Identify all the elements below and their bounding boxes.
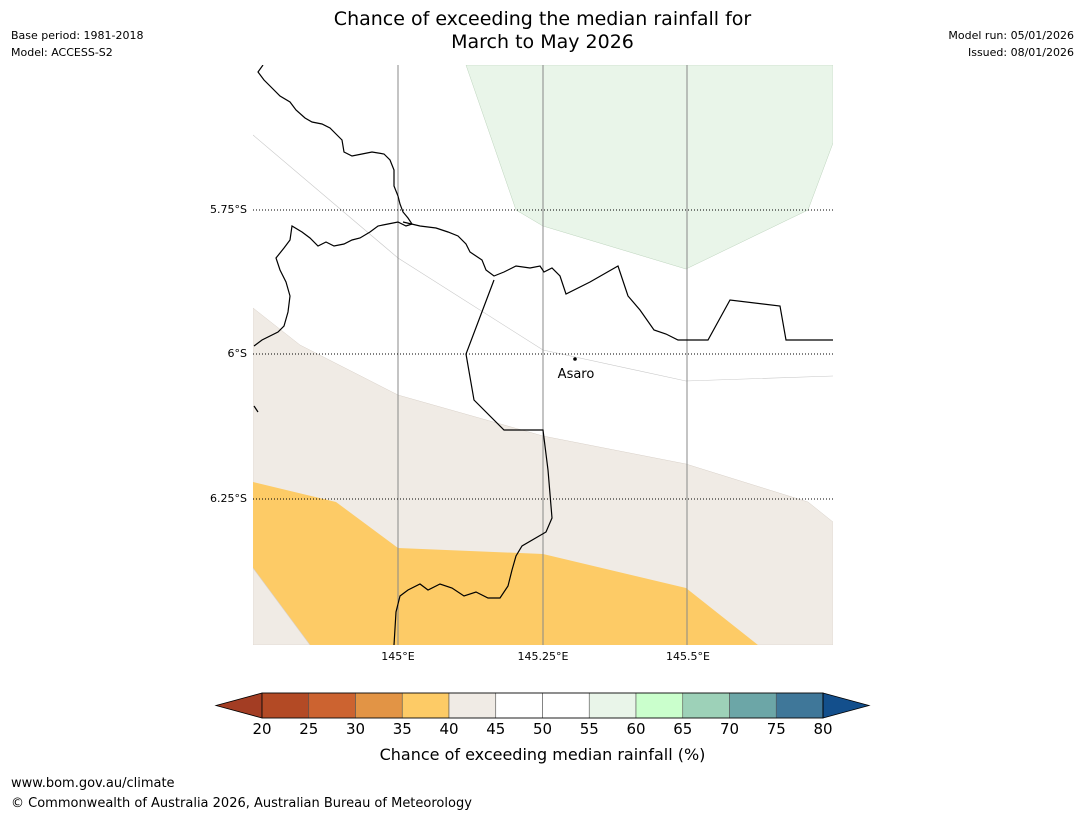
map-area: Asaro (253, 65, 833, 645)
lon-label-145-25: 145.25°E (517, 650, 569, 663)
town-marker-asaro (573, 357, 577, 361)
lon-label-145-5: 145.5°E (666, 650, 710, 663)
colorbar-tick-45: 45 (486, 720, 506, 738)
meta-left: Base period: 1981-2018 Model: ACCESS-S2 (11, 27, 143, 61)
colorbar-tick-60: 60 (626, 720, 646, 738)
town-label-asaro: Asaro (558, 367, 595, 382)
colorbar-tick-70: 70 (719, 720, 740, 738)
chart-title: Chance of exceeding the median rainfall … (0, 8, 1085, 54)
district-boundary (402, 221, 833, 341)
colorbar-outline (261, 692, 824, 719)
lat-label-5-75: 5.75°S (210, 203, 247, 216)
lat-label-6: 6°S (227, 347, 247, 360)
boundary-fragment (253, 405, 259, 413)
colorbar-tick-40: 40 (439, 720, 459, 738)
footer-url[interactable]: www.bom.gov.au/climate (11, 776, 175, 791)
colorbar-segment-65-70 (682, 692, 730, 719)
colorbar (214, 692, 871, 719)
colorbar-tick-25: 25 (299, 720, 319, 738)
region-35-40 (253, 482, 758, 645)
colorbar-segment-45-50 (495, 692, 543, 719)
colorbar-segment-60-65 (635, 692, 684, 719)
colorbar-tick-35: 35 (392, 720, 412, 738)
lon-label-145: 145°E (381, 650, 415, 663)
colorbar-tick-65: 65 (673, 720, 693, 738)
colorbar-segment-55-60 (588, 692, 637, 719)
colorbar-tick-75: 75 (766, 720, 786, 738)
base-period: Base period: 1981-2018 (11, 29, 144, 42)
colorbar-segment-75-80 (775, 692, 824, 719)
title-line-2: March to May 2026 (451, 31, 634, 53)
colorbar-tick-55: 55 (579, 720, 599, 738)
colorbar-segment-50-55 (542, 692, 590, 719)
title-line-1: Chance of exceeding the median rainfall … (333, 8, 752, 30)
footer-copyright: © Commonwealth of Australia 2026, Austra… (11, 796, 472, 811)
colorbar-title: Chance of exceeding median rainfall (%) (379, 745, 706, 764)
lat-label-6-25: 6.25°S (210, 492, 247, 505)
colorbar-segment-30-35 (355, 692, 403, 719)
colorbar-tick-20: 20 (252, 720, 272, 738)
colorbar-extend-high (822, 692, 871, 719)
colorbar-segment-40-45 (448, 692, 497, 719)
colorbar-segment-70-75 (729, 692, 777, 719)
contour-line-lower (253, 567, 311, 645)
colorbar-segment-35-40 (401, 692, 450, 719)
colorbar-tick-30: 30 (345, 720, 366, 738)
colorbar-segment-20-25 (261, 692, 310, 719)
issued-date: Issued: 08/01/2026 (967, 46, 1074, 59)
colorbar-tick-50: 50 (532, 720, 553, 738)
model-name: Model: ACCESS-S2 (11, 46, 113, 59)
meta-right: Model run: 05/01/2026 Issued: 08/01/2026 (948, 27, 1074, 61)
district-boundary-inner (393, 279, 553, 645)
colorbar-tick-80: 80 (813, 720, 833, 738)
colorbar-segment-25-30 (308, 692, 356, 719)
colorbar-extend-low (214, 692, 263, 719)
model-run: Model run: 05/01/2026 (948, 29, 1074, 42)
region-55-60 (465, 65, 833, 270)
